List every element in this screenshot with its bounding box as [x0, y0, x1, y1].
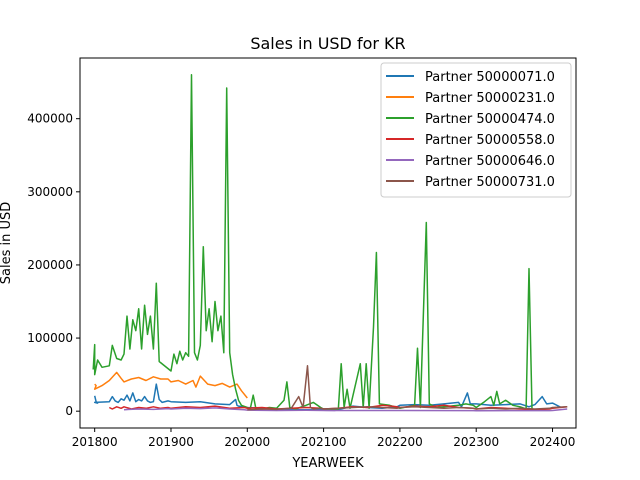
- series-line-5: [123, 407, 568, 412]
- series-line-6: [247, 365, 568, 411]
- y-tick-label: 300000: [27, 185, 73, 199]
- y-axis-label: Sales in USD: [0, 202, 14, 285]
- series-line-1: [93, 383, 562, 411]
- legend-label: Partner 50000558.0: [425, 133, 555, 148]
- x-tick-label: 202300: [453, 435, 499, 449]
- x-axis-label: YEARWEEK: [291, 456, 364, 471]
- chart-title: Sales in USD for KR: [250, 34, 405, 53]
- x-tick-label: 202200: [377, 435, 423, 449]
- y-tick-label: 0: [65, 404, 73, 418]
- x-tick-label: 201800: [72, 435, 118, 449]
- x-tick-label: 202400: [530, 435, 576, 449]
- legend: Partner 50000071.0 Partner 50000231.0 Part…: [380, 62, 572, 198]
- legend-label: Partner 50000071.0: [425, 70, 555, 85]
- x-tick-label: 202000: [224, 435, 270, 449]
- series-layer: [92, 74, 568, 412]
- x-tick-label: 201900: [148, 435, 194, 449]
- y-tick-label: 200000: [27, 258, 73, 272]
- legend-label: Partner 50000731.0: [425, 175, 555, 190]
- legend-label: Partner 50000646.0: [425, 154, 555, 169]
- y-tick-label: 100000: [27, 331, 73, 345]
- y-tick-label: 400000: [27, 112, 73, 126]
- plot-area: [92, 74, 568, 412]
- series-line-2: [93, 371, 248, 399]
- y-axis: 0 100000 200000 300000 400000: [27, 112, 80, 418]
- x-tick-label: 202100: [301, 435, 347, 449]
- legend-label: Partner 50000474.0: [425, 112, 555, 127]
- legend-box: [380, 62, 572, 198]
- x-axis: 201800 201900 202000 202100 202200 202300 2024…: [72, 428, 576, 449]
- legend-label: Partner 50000231.0: [425, 91, 555, 106]
- plot-frame: [79, 57, 577, 429]
